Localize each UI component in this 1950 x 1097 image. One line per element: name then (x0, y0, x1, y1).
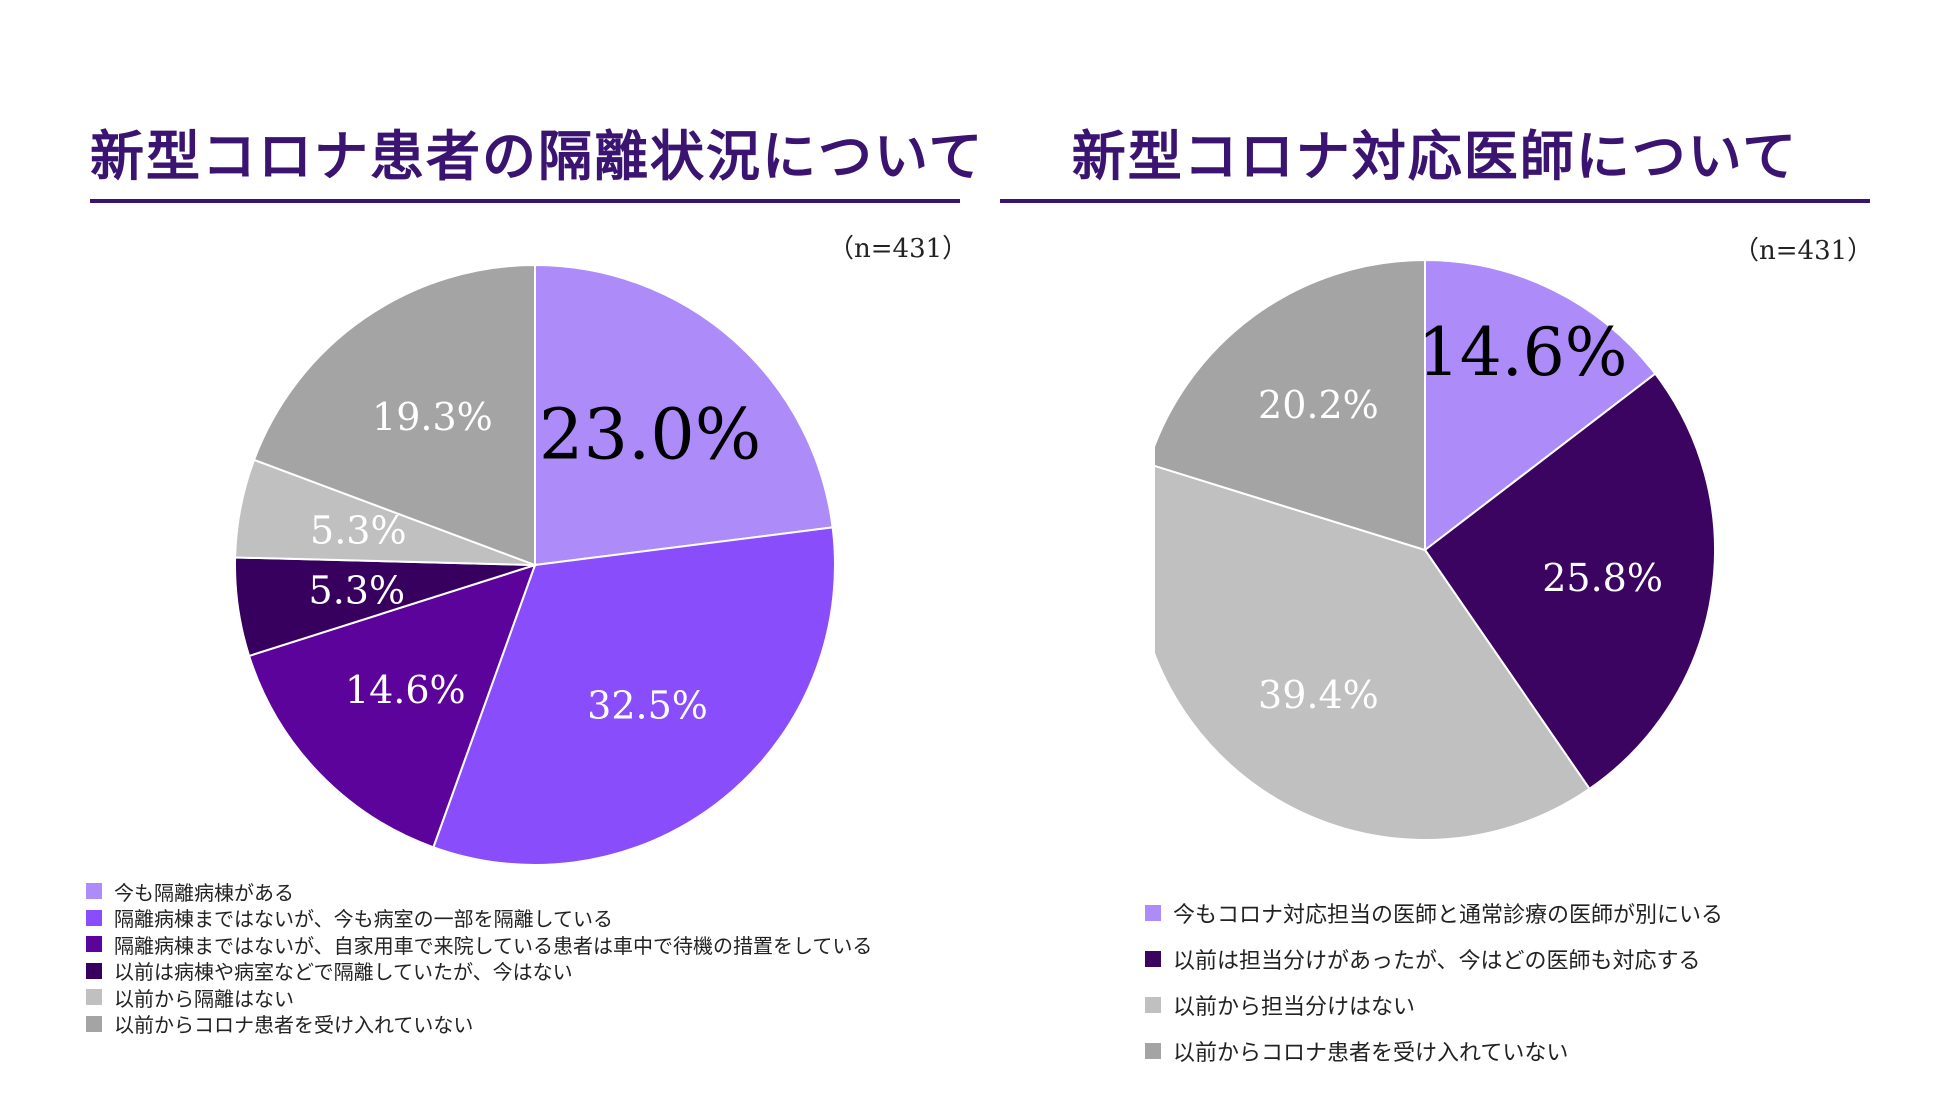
pie-slice-6[interactable] (252, 263, 536, 567)
chart-title: 新型コロナ患者の隔離状況について (90, 124, 985, 188)
chart-legend: 今も隔離病棟がある 隔離病棟まではないが、今も病室の一部を隔離している 隔離病棟まで… (86, 878, 872, 1037)
slice-value-label-2: 25.8% (1542, 556, 1663, 600)
legend-item[interactable]: 今も隔離病棟がある (86, 878, 872, 905)
chart-legend: 今もコロナ対応担当の医師と通常診療の医師が別にいる 以前は担当分けがあったが、今は… (1145, 890, 1723, 1074)
legend-swatch (1145, 905, 1161, 921)
legend-swatch (1145, 1043, 1161, 1059)
pie-slice-3[interactable] (1155, 464, 1591, 841)
legend-item[interactable]: 以前は病棟や病室などで隔離していたが、今はない (86, 958, 872, 985)
legend-swatch (86, 962, 102, 979)
legend-label: 隔離病棟まではないが、自家用車で来院している患者は車中で待機の措置をしている (114, 933, 873, 958)
legend-label: 今もコロナ対応担当の医師と通常診療の医師が別にいる (1173, 903, 1724, 928)
legend-label: 今も隔離病棟がある (114, 880, 294, 905)
slice-value-label-4: 5.3% (309, 568, 406, 612)
slice-value-label-1: 14.6% (1418, 314, 1628, 391)
chart-title: 新型コロナ対応医師について (1071, 124, 1799, 188)
slice-value-label-2: 32.5% (587, 684, 708, 728)
legend-item[interactable]: 隔離病棟まではないが、今も病室の一部を隔離している (86, 905, 872, 932)
legend-item[interactable]: 隔離病棟まではないが、自家用車で来院している患者は車中で待機の措置をしている (86, 931, 872, 958)
legend-swatch (86, 1015, 102, 1032)
pie-slice-2[interactable] (432, 526, 836, 866)
isolation-panel: 新型コロナ患者の隔離状況について （n=431） 23.0% 32.5% 14.6%… (86, 124, 985, 1037)
doctor-pie-chart: 14.6% 25.8% 39.4% 20.2% (1155, 260, 1716, 841)
slice-value-label-1: 23.0% (539, 394, 761, 476)
legend-label: 以前からコロナ患者を受け入れていない (114, 1013, 474, 1038)
pie-slice-2[interactable] (1423, 372, 1716, 791)
legend-label: 以前から担当分けはない (1173, 995, 1416, 1020)
title-underline (1000, 199, 1870, 203)
legend-label: 以前は病棟や病室などで隔離していたが、今はない (114, 960, 573, 985)
legend-label: 以前から隔離はない (114, 986, 294, 1011)
legend-swatch (86, 909, 102, 926)
legend-swatch (86, 883, 102, 900)
sample-size-label: （n=431） (828, 234, 969, 264)
legend-swatch (1145, 951, 1161, 967)
pie-slice-4[interactable] (1155, 260, 1426, 552)
legend-item[interactable]: 以前から担当分けはない (1145, 982, 1723, 1028)
legend-label: 以前からコロナ患者を受け入れていない (1173, 1041, 1569, 1066)
isolation-pie-chart: 23.0% 32.5% 14.6% 5.3% 5.3% 19.3% (234, 263, 836, 866)
sample-size-label: （n=431） (1733, 236, 1874, 266)
slice-value-label-3: 14.6% (345, 668, 466, 712)
pie-slice-1[interactable] (1424, 260, 1657, 553)
legend-label: 以前は担当分けがあったが、今はどの医師も対応する (1173, 949, 1701, 974)
slice-value-label-5: 5.3% (310, 509, 407, 553)
legend-swatch (86, 936, 102, 953)
slice-value-label-3: 39.4% (1258, 673, 1379, 717)
legend-item[interactable]: 以前は担当分けがあったが、今はどの医師も対応する (1145, 936, 1723, 982)
legend-item[interactable]: 以前からコロナ患者を受け入れていない (1145, 1028, 1723, 1074)
legend-item[interactable]: 以前からコロナ患者を受け入れていない (86, 1011, 872, 1038)
legend-label: 隔離病棟まではないが、今も病室の一部を隔離している (114, 907, 613, 932)
pie-slice-1[interactable] (534, 263, 834, 567)
doctor-panel: 新型コロナ対応医師について （n=431） 14.6% 25.8% 39.4% 20.… (975, 0, 1950, 1097)
legend-swatch (86, 989, 102, 1006)
legend-swatch (1145, 997, 1161, 1013)
legend-item[interactable]: 以前から隔離はない (86, 984, 872, 1011)
title-underline (90, 199, 960, 203)
slice-value-label-4: 20.2% (1258, 383, 1379, 427)
legend-item[interactable]: 今もコロナ対応担当の医師と通常診療の医師が別にいる (1145, 890, 1723, 936)
slice-value-label-6: 19.3% (372, 395, 493, 439)
pie-slice-3[interactable] (247, 563, 537, 849)
